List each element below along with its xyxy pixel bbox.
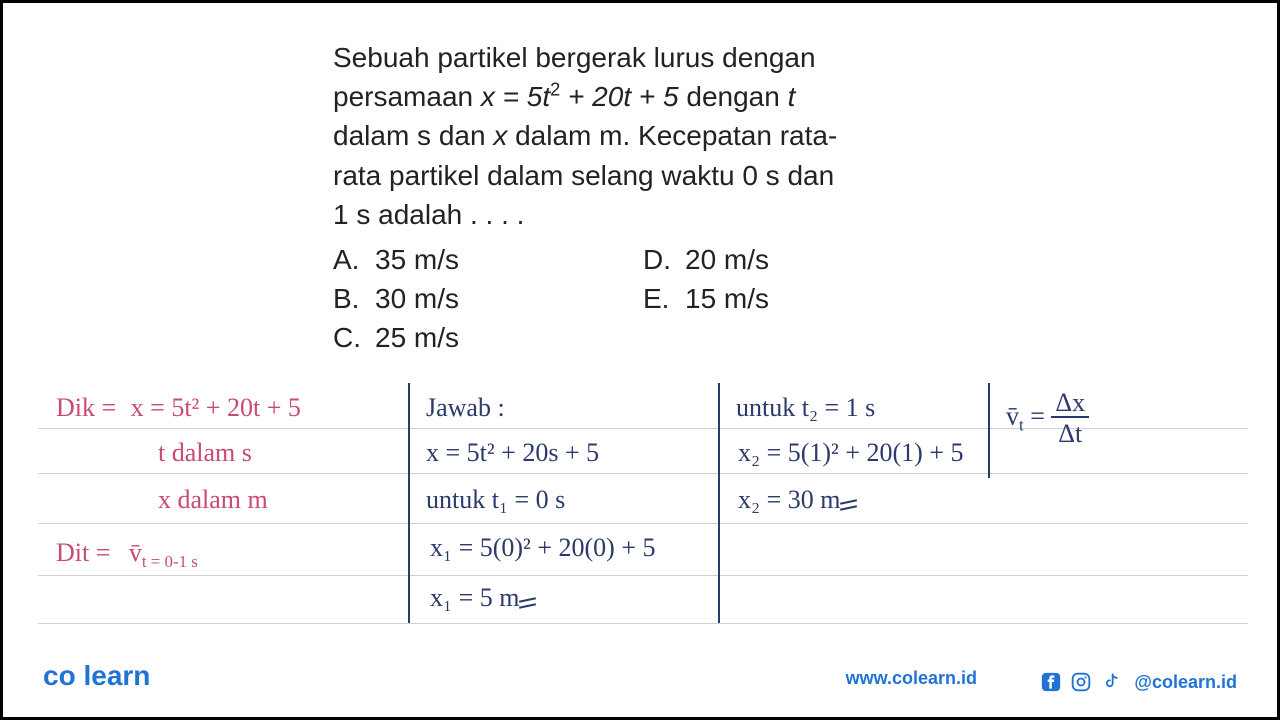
untuk-t2: untuk t₂ = 1 s — [736, 393, 875, 423]
x2-result: x₂ = 30 m — [738, 485, 853, 515]
opt-a-text: 35 m/s — [375, 244, 459, 275]
option-a: A.35 m/s — [333, 240, 643, 279]
vertical-separator — [408, 383, 410, 623]
opt-c-letter: C. — [333, 318, 375, 357]
q-line3a: dalam s dan — [333, 120, 493, 151]
vbar: v̄ — [1006, 401, 1019, 430]
social-handle: @colearn.id — [1134, 672, 1237, 693]
opt-c-text: 25 m/s — [375, 322, 459, 353]
worksheet-area: Dik = x = 5t² + 20t + 5 t dalam s x dala… — [38, 383, 1248, 633]
dit-label: Dit = — [56, 538, 110, 567]
tiktok-icon — [1100, 671, 1122, 693]
brand-learn: learn — [83, 660, 150, 691]
opt-b-letter: B. — [333, 279, 375, 318]
q-eq-rest: = 5t — [495, 81, 550, 112]
vertical-separator — [718, 383, 720, 623]
options-block: A.35 m/s D.20 m/s B.30 m/s E.15 m/s C.25… — [333, 240, 973, 358]
frac-num: Δx — [1051, 389, 1089, 418]
q-line2b: dengan — [679, 81, 788, 112]
q-eq-x: x — [481, 81, 495, 112]
double-slash-icon — [519, 583, 532, 612]
vertical-separator — [988, 383, 990, 478]
q-line4: rata partikel dalam selang waktu 0 s dan — [333, 160, 834, 191]
option-c: C.25 m/s — [333, 318, 643, 357]
option-b: B.30 m/s — [333, 279, 643, 318]
avg-velocity-formula: v̄t = ΔxΔt — [1006, 389, 1089, 448]
opt-d-text: 20 m/s — [685, 244, 769, 275]
q-line3b: dalam m. Kecepatan rata- — [507, 120, 837, 151]
option-e: E.15 m/s — [643, 279, 903, 318]
question-block: Sebuah partikel bergerak lurus dengan pe… — [333, 38, 973, 358]
opt-b-text: 30 m/s — [375, 283, 459, 314]
opt-d-letter: D. — [643, 240, 685, 279]
social-block: @colearn.id — [1040, 671, 1237, 693]
fraction: ΔxΔt — [1051, 389, 1089, 448]
q-line2-t: t — [788, 81, 796, 112]
opt-row-1: A.35 m/s D.20 m/s — [333, 240, 973, 279]
jawab-untuk-t1: untuk t₁ = 0 s — [426, 485, 565, 515]
option-d: D.20 m/s — [643, 240, 903, 279]
jawab-eq1: x = 5t² + 20s + 5 — [426, 438, 599, 468]
dik-label: Dik = x = 5t² + 20t + 5 — [56, 393, 301, 423]
q-eq-tail: + 20t + 5 — [560, 81, 678, 112]
frac-den: Δt — [1051, 418, 1089, 447]
dik-equation: x = 5t² + 20t + 5 — [131, 393, 301, 422]
double-slash-icon — [840, 485, 853, 514]
opt-e-letter: E. — [643, 279, 685, 318]
veq: = — [1024, 401, 1052, 430]
dit-vbar: v̄ — [129, 538, 142, 567]
opt-row-3: C.25 m/s — [333, 318, 973, 357]
rule-line — [38, 623, 1248, 624]
facebook-icon — [1040, 671, 1062, 693]
jawab-x1-result: x₁ = 5 m — [430, 583, 532, 613]
q-line3-x: x — [493, 120, 507, 151]
q-line5: 1 s adalah . . . . — [333, 199, 524, 230]
jawab-label: Jawab : — [426, 393, 505, 423]
brand-co: co — [43, 660, 76, 691]
q-eq-sup: 2 — [550, 80, 560, 100]
opt-row-2: B.30 m/s E.15 m/s — [333, 279, 973, 318]
opt-a-letter: A. — [333, 240, 375, 279]
dik-x: x dalam m — [158, 485, 268, 515]
x2-calc: x₂ = 5(1)² + 20(1) + 5 — [738, 438, 963, 468]
jawab-x1-calc: x₁ = 5(0)² + 20(0) + 5 — [430, 533, 655, 563]
q-line1: Sebuah partikel bergerak lurus dengan — [333, 42, 816, 73]
opt-e-text: 15 m/s — [685, 283, 769, 314]
q-line2a: persamaan — [333, 81, 481, 112]
dit-sub: t = 0-1 s — [142, 552, 198, 571]
website-url: www.colearn.id — [846, 668, 977, 689]
instagram-icon — [1070, 671, 1092, 693]
rule-line — [38, 473, 1248, 474]
question-text: Sebuah partikel bergerak lurus dengan pe… — [333, 38, 973, 234]
rule-line — [38, 575, 1248, 576]
brand-logo: co learn — [43, 660, 150, 692]
dit-row: Dit = v̄t = 0-1 s — [56, 538, 198, 572]
rule-line — [38, 523, 1248, 524]
dik-t: t dalam s — [158, 438, 252, 468]
